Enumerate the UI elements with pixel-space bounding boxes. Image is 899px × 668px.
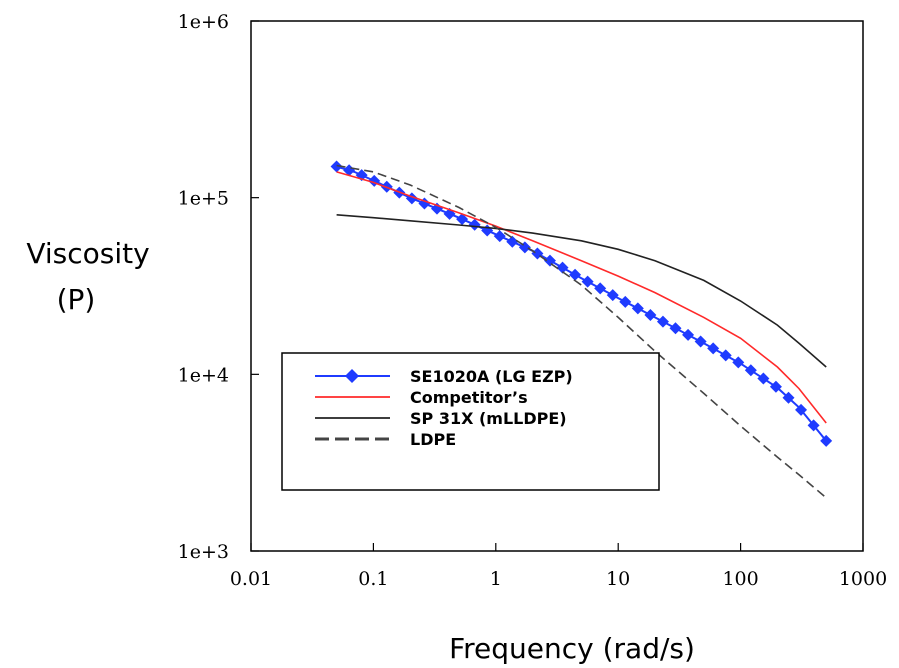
series-marker — [543, 254, 556, 267]
series-marker — [732, 356, 745, 369]
series-line-3 — [336, 164, 827, 499]
data-series — [330, 160, 833, 499]
series-marker — [606, 289, 619, 302]
axis-ticks: 0.01 0.1 1 10 100 1000 1e+3 1e+4 1e+5 1e+6 — [178, 11, 888, 590]
series-marker — [744, 364, 757, 377]
y-axis-title-line2: (P) — [57, 283, 96, 316]
series-marker — [506, 235, 519, 248]
series-marker — [456, 213, 469, 226]
series-marker — [807, 419, 820, 432]
legend-label: SE1020A (LG EZP) — [410, 367, 573, 386]
legend-label: SP 31X (mLLDPE) — [410, 409, 567, 428]
x-tick-label: 0.1 — [358, 568, 388, 590]
series-marker — [556, 261, 569, 274]
x-tick-label: 100 — [722, 568, 758, 590]
series-marker — [468, 218, 481, 231]
series-marker — [719, 349, 732, 362]
series-marker — [656, 315, 669, 328]
y-tick-label: 1e+3 — [178, 541, 229, 563]
x-tick-label: 0.01 — [230, 568, 272, 590]
series-marker — [569, 268, 582, 281]
series-marker — [330, 160, 343, 173]
series-marker — [769, 380, 782, 393]
x-tick-label: 10 — [606, 568, 630, 590]
series-marker — [581, 275, 594, 288]
legend: SE1020A (LG EZP) Competitor’s SP 31X (mLLD… — [281, 352, 660, 491]
series-marker — [820, 434, 833, 447]
series-marker — [782, 391, 795, 404]
y-axis-title-line1: Viscosity — [26, 237, 149, 270]
series-marker — [594, 282, 607, 295]
series-marker — [694, 335, 707, 348]
series-marker — [619, 295, 632, 308]
series-marker — [682, 328, 695, 341]
x-tick-label: 1000 — [839, 568, 887, 590]
series-line-1 — [336, 171, 827, 424]
legend-label: Competitor’s — [410, 388, 528, 407]
series-line-2 — [336, 214, 827, 368]
x-axis-title: Frequency (rad/s) — [449, 632, 695, 665]
series-marker — [707, 342, 720, 355]
series-marker — [343, 164, 356, 177]
series-marker — [669, 322, 682, 335]
legend-marker — [345, 369, 359, 383]
y-tick-label: 1e+5 — [178, 188, 229, 210]
y-tick-label: 1e+4 — [178, 364, 229, 386]
series-marker — [493, 230, 506, 243]
series-marker — [757, 372, 770, 385]
y-tick-label: 1e+6 — [178, 11, 229, 33]
series-marker — [795, 403, 808, 416]
x-tick-label: 1 — [490, 568, 502, 590]
series-marker — [644, 308, 657, 321]
legend-label: LDPE — [410, 430, 456, 449]
series-marker — [631, 302, 644, 315]
